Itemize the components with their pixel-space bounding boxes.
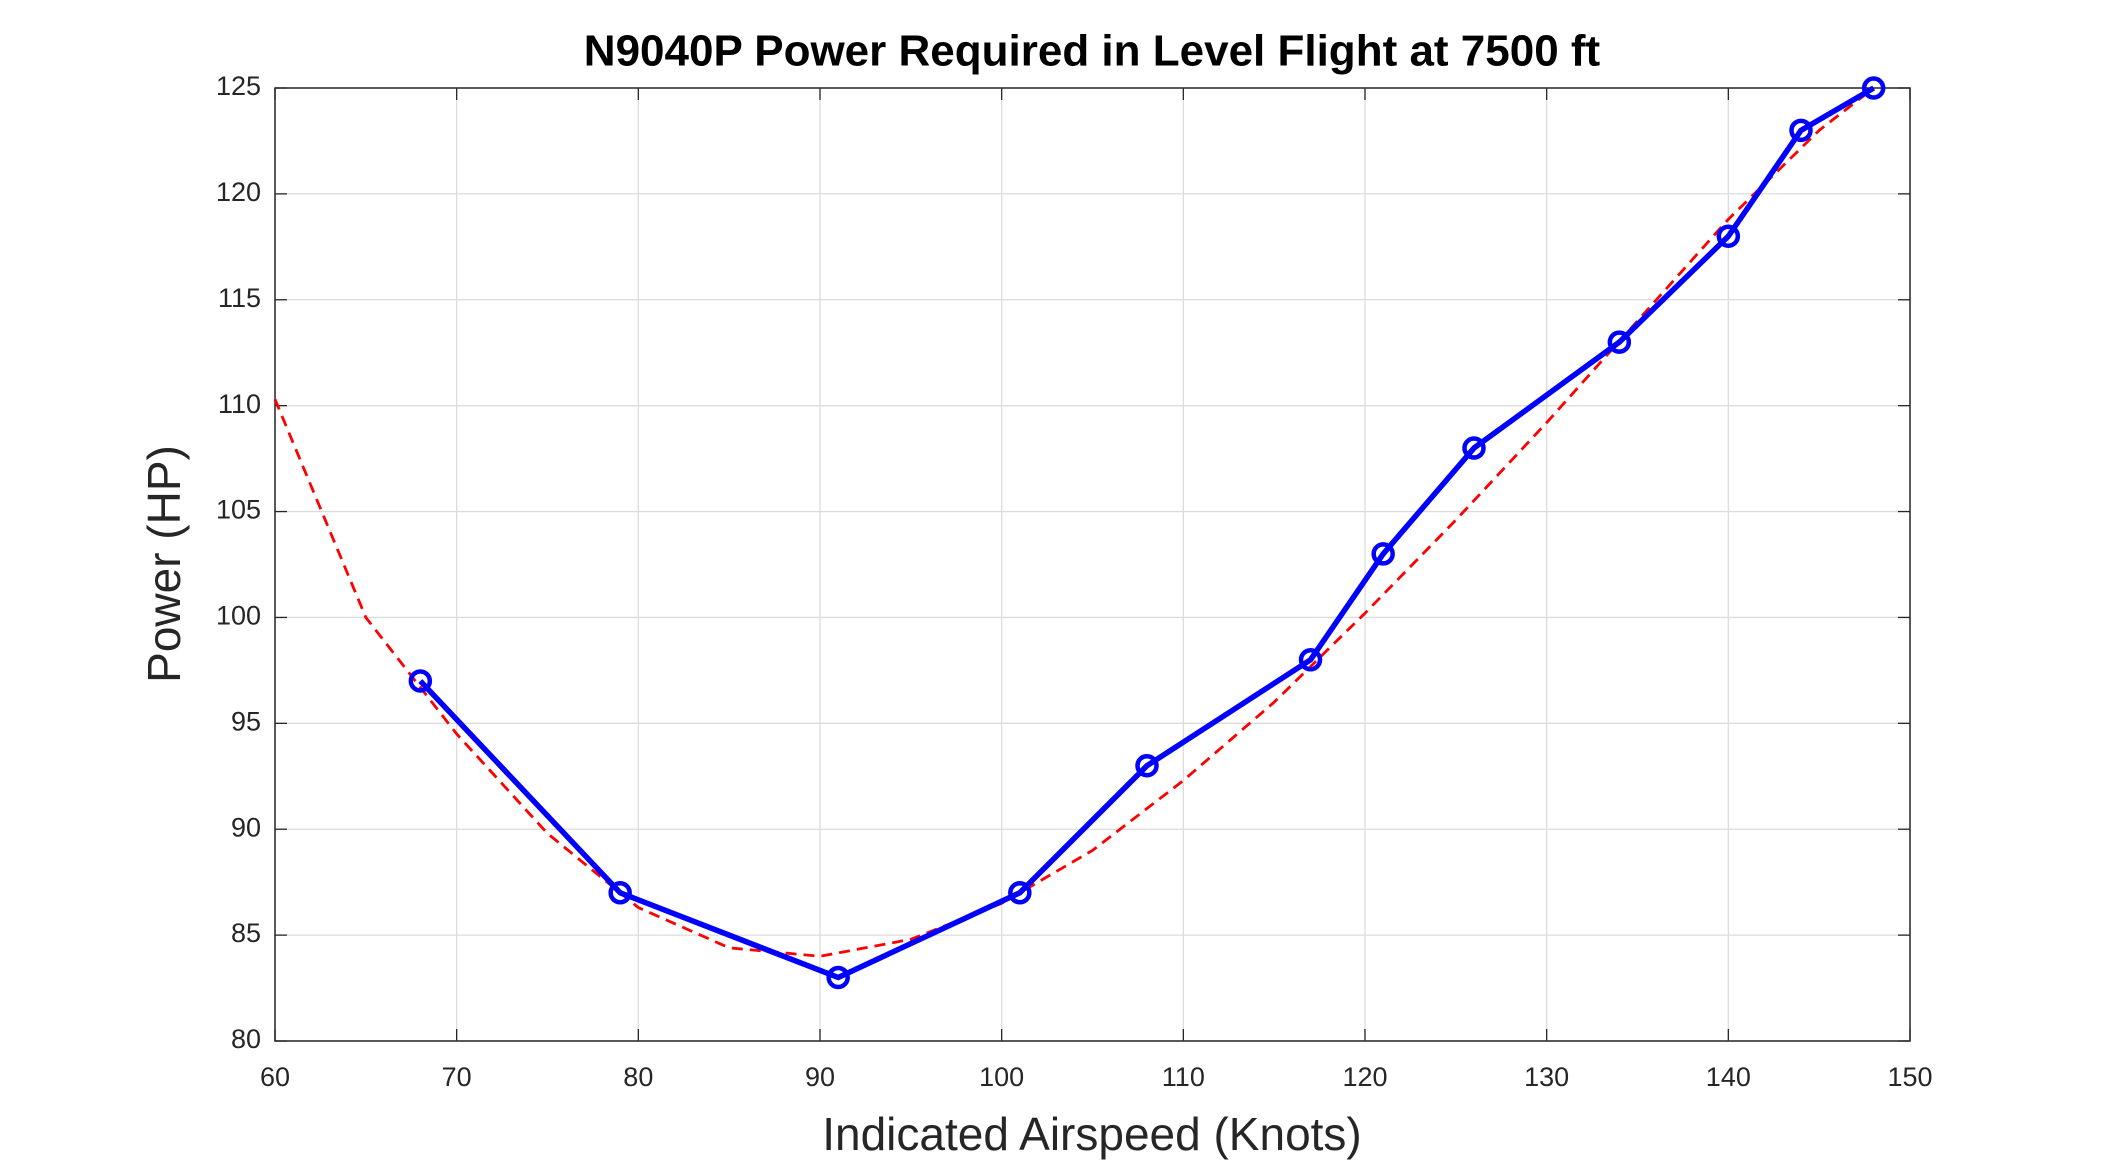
- x-tick-label: 70: [442, 1062, 472, 1092]
- y-tick-label: 100: [216, 601, 261, 631]
- x-tick-label: 110: [1162, 1062, 1205, 1092]
- data-point: [408, 669, 433, 693]
- plot-frame: [274, 87, 1911, 1042]
- x-tick-label: 140: [1706, 1062, 1751, 1092]
- data-line: [418, 85, 1876, 981]
- x-tick-label: 150: [1887, 1062, 1932, 1092]
- data-point: [1008, 881, 1032, 905]
- x-tick-label: 100: [979, 1062, 1024, 1092]
- x-tick-label: 80: [623, 1062, 653, 1092]
- y-tick-label: 80: [231, 1024, 261, 1054]
- x-axis-label: Indicated Airspeed (Knots): [822, 1108, 1362, 1160]
- fit-line: [273, 86, 1875, 958]
- y-tick-label: 110: [218, 389, 261, 419]
- data-point: [1861, 76, 1886, 100]
- x-tick-label: 120: [1342, 1062, 1387, 1092]
- y-tick-label: 105: [216, 495, 261, 525]
- data-point: [1298, 648, 1323, 672]
- data-point: [1135, 753, 1159, 778]
- x-tick-label: 60: [260, 1062, 290, 1092]
- data-point: [1607, 330, 1632, 354]
- y-axis-label: Power (HP): [138, 445, 190, 683]
- x-tick-label: 130: [1524, 1062, 1569, 1092]
- data-point: [1462, 436, 1486, 460]
- chart-title: N9040P Power Required in Level Flight at…: [584, 27, 1601, 76]
- y-tick-label: 85: [231, 918, 261, 948]
- y-tick-label: 115: [218, 283, 261, 313]
- data-point: [608, 881, 632, 905]
- y-tick-label: 95: [231, 706, 261, 736]
- y-tick-label: 90: [231, 812, 261, 842]
- y-tick-label: 125: [216, 71, 261, 101]
- x-tick-label: 90: [805, 1062, 835, 1092]
- data-point: [1789, 118, 1813, 143]
- data-point: [1371, 542, 1395, 566]
- data-point: [1716, 224, 1741, 248]
- data-point: [826, 965, 850, 990]
- y-tick-label: 120: [216, 177, 261, 207]
